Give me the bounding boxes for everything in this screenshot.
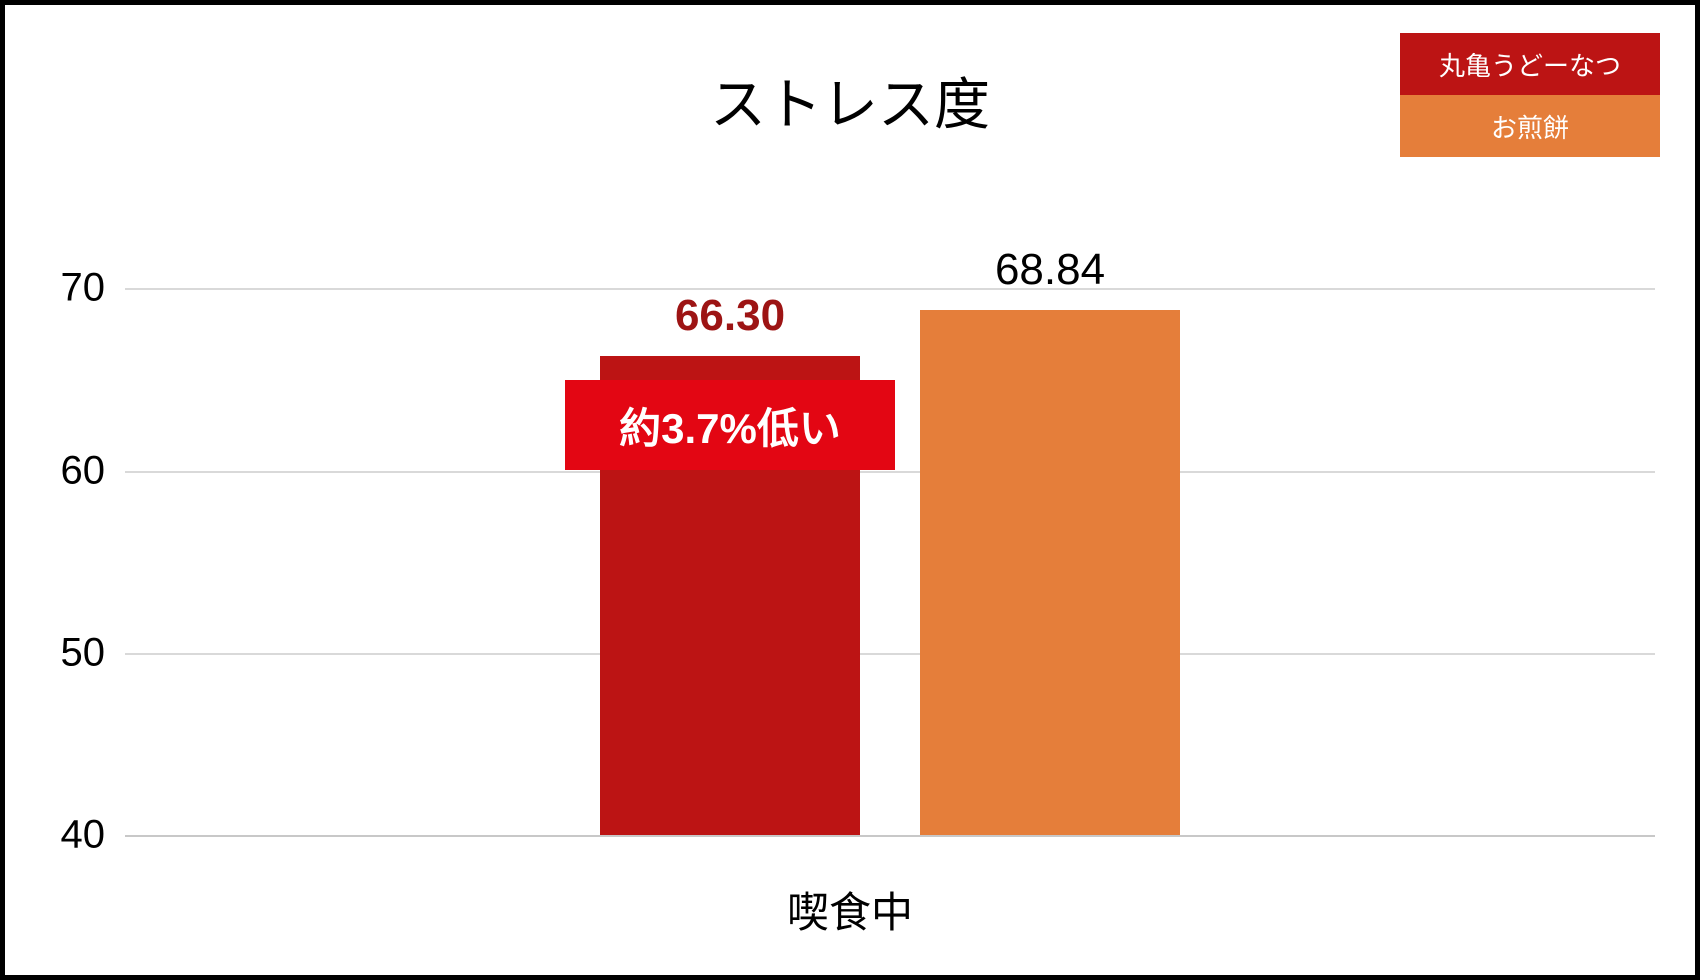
legend-item-1: お煎餅	[1400, 95, 1660, 157]
x-axis-label: 喫食中	[5, 879, 1695, 940]
y-tick-40: 40	[35, 813, 105, 858]
gridline-70	[125, 288, 1655, 290]
legend-label-1: お煎餅	[1491, 108, 1569, 145]
gridline-60	[125, 471, 1655, 473]
legend-label-0: 丸亀うどーなつ	[1439, 46, 1621, 83]
callout: 約3.7%低い	[565, 380, 895, 470]
legend: 丸亀うどーなつ お煎餅	[1400, 33, 1660, 157]
y-tick-70: 70	[35, 266, 105, 311]
y-tick-60: 60	[35, 448, 105, 493]
plot-area: 4050607066.3068.84約3.7%低い	[125, 190, 1655, 835]
bar-label-1: 68.84	[900, 245, 1200, 295]
chart-frame: ストレス度 丸亀うどーなつ お煎餅 4050607066.3068.84約3.7…	[0, 0, 1700, 980]
bar-label-0: 66.30	[580, 291, 880, 341]
bar-1	[920, 310, 1180, 835]
y-tick-50: 50	[35, 630, 105, 675]
gridline-50	[125, 653, 1655, 655]
gridline-40	[125, 835, 1655, 837]
legend-item-0: 丸亀うどーなつ	[1400, 33, 1660, 95]
